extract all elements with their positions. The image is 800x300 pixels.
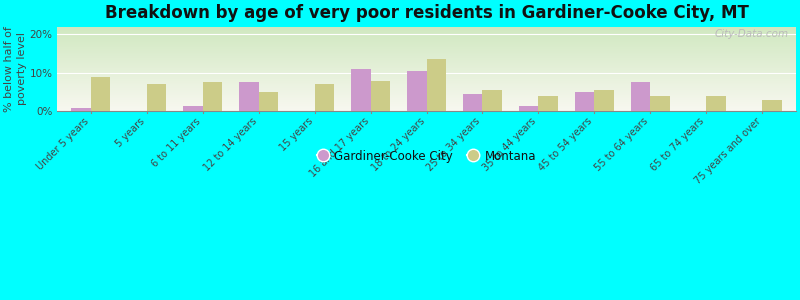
- Bar: [594, 90, 614, 111]
- Bar: [519, 106, 538, 111]
- Text: City-Data.com: City-Data.com: [714, 29, 789, 39]
- Bar: [370, 80, 390, 111]
- Bar: [71, 108, 90, 111]
- Legend: Gardiner-Cooke City, Montana: Gardiner-Cooke City, Montana: [313, 147, 540, 167]
- Bar: [706, 96, 726, 111]
- Bar: [90, 77, 110, 111]
- Bar: [463, 94, 482, 111]
- Bar: [146, 84, 166, 111]
- Bar: [630, 82, 650, 111]
- Bar: [407, 71, 426, 111]
- Bar: [314, 84, 334, 111]
- Bar: [183, 106, 202, 111]
- Bar: [762, 100, 782, 111]
- Bar: [351, 69, 370, 111]
- Bar: [482, 90, 502, 111]
- Bar: [239, 82, 258, 111]
- Bar: [426, 59, 446, 111]
- Bar: [538, 96, 558, 111]
- Bar: [650, 96, 670, 111]
- Bar: [258, 92, 278, 111]
- Title: Breakdown by age of very poor residents in Gardiner-Cooke City, MT: Breakdown by age of very poor residents …: [105, 4, 749, 22]
- Bar: [575, 92, 594, 111]
- Y-axis label: % below half of
poverty level: % below half of poverty level: [4, 26, 26, 112]
- Bar: [202, 82, 222, 111]
